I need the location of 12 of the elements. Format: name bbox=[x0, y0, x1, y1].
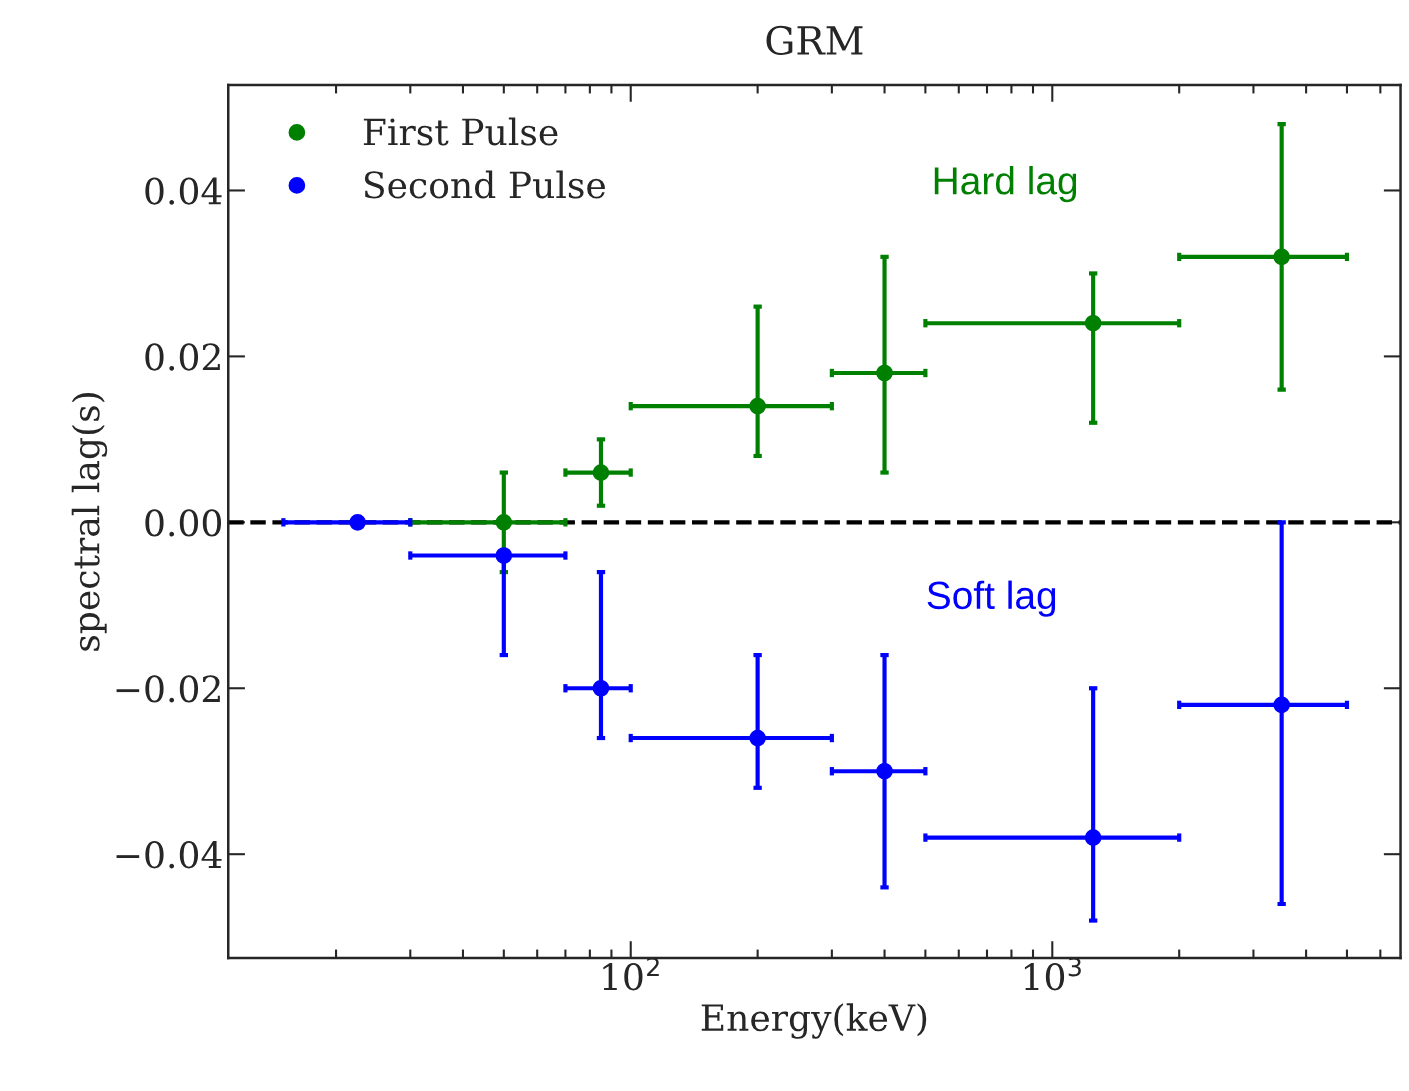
x-axis-title: Energy(keV) bbox=[701, 1003, 927, 1039]
y-tick-label: 0.02 bbox=[145, 343, 220, 371]
annotation: Hard lag bbox=[934, 166, 1077, 203]
annotation: Soft lag bbox=[927, 580, 1056, 617]
y-tick-label: −0.04 bbox=[116, 841, 222, 869]
y-tick-label: 0.00 bbox=[145, 509, 221, 537]
y-tick-label: −0.02 bbox=[116, 675, 220, 703]
y-tick-label: 0.04 bbox=[145, 177, 222, 205]
chart-title: GRM bbox=[766, 25, 863, 56]
legend-label: Second Pulse bbox=[364, 170, 605, 199]
y-axis-title: spectral lag(s) bbox=[71, 393, 108, 651]
legend-label: First Pulse bbox=[363, 117, 558, 146]
